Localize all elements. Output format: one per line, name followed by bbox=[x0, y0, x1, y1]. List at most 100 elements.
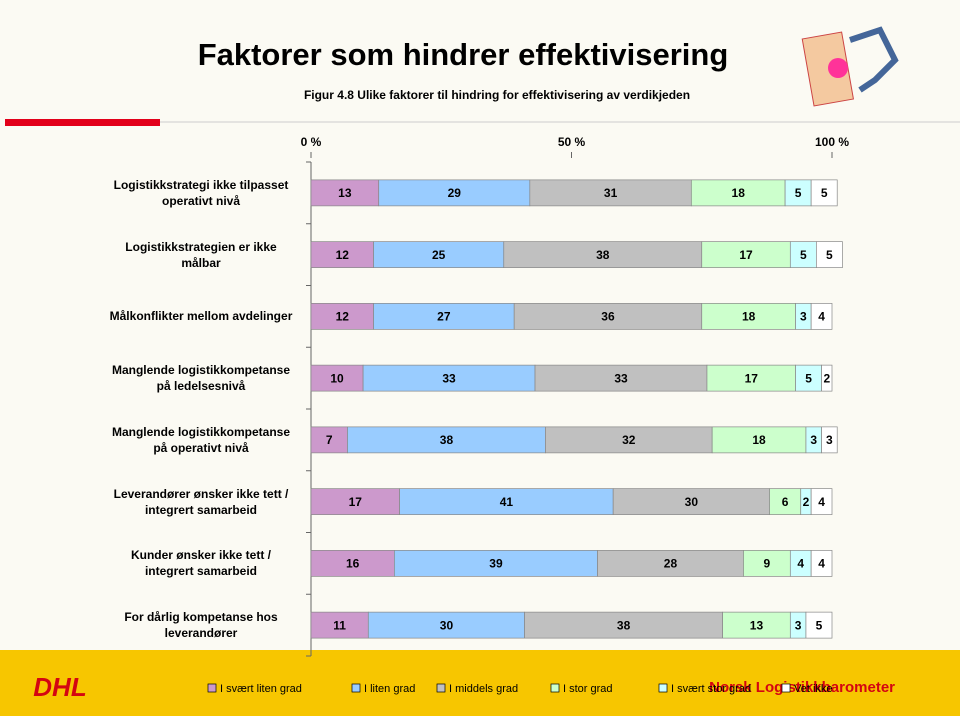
illustration bbox=[801, 26, 899, 107]
bar-segment bbox=[743, 550, 791, 577]
logo: DHL bbox=[33, 672, 86, 702]
legend-swatch bbox=[550, 683, 560, 693]
value-label: 29 bbox=[448, 186, 462, 200]
brand: Norsk Logistikkbarometer bbox=[709, 679, 895, 696]
value-label: 38 bbox=[617, 618, 631, 632]
bar-segment bbox=[310, 488, 400, 515]
footer-band bbox=[0, 650, 960, 716]
bar-segment bbox=[690, 179, 786, 207]
value-label: 6 bbox=[782, 495, 789, 509]
bar-segment bbox=[810, 488, 833, 515]
category-label: Manglende logistikkompetanse på ledelses… bbox=[111, 363, 291, 394]
legend-label: I svært stor grad bbox=[671, 683, 751, 695]
value-label: 4 bbox=[797, 557, 804, 571]
value-label: 5 bbox=[821, 186, 828, 200]
value-label: 5 bbox=[826, 248, 833, 262]
category-label: Kunder ønsker ikke tett / integrert sama… bbox=[130, 548, 272, 579]
value-label: 39 bbox=[489, 557, 503, 571]
legend-label: I svært liten grad bbox=[220, 683, 302, 695]
bar-segment bbox=[711, 426, 807, 454]
bar-segment bbox=[310, 241, 374, 268]
bar-segment bbox=[378, 179, 531, 207]
x-tick-label: 100 % bbox=[815, 135, 849, 149]
value-label: 11 bbox=[333, 618, 346, 632]
bar-segment bbox=[821, 364, 833, 392]
value-label: 13 bbox=[750, 618, 764, 632]
bar-segment bbox=[545, 426, 713, 454]
value-label: 41 bbox=[500, 495, 514, 509]
bar-segment bbox=[810, 303, 833, 330]
chart-subtitle: Figur 4.8 Ulike faktorer til hindring fo… bbox=[304, 88, 690, 102]
bar-segment bbox=[347, 426, 546, 454]
value-label: 33 bbox=[442, 371, 456, 385]
value-label: 3 bbox=[826, 433, 833, 447]
bar-segment bbox=[722, 611, 791, 639]
bar-segment bbox=[310, 179, 380, 207]
value-label: 4 bbox=[818, 557, 825, 571]
value-label: 25 bbox=[432, 248, 446, 262]
value-label: 3 bbox=[795, 618, 802, 632]
x-tick-label: 0 % bbox=[301, 135, 322, 149]
value-label: 13 bbox=[338, 186, 352, 200]
value-label: 38 bbox=[596, 248, 610, 262]
legend-label: Vet ikke bbox=[794, 683, 833, 695]
bar-segment bbox=[529, 179, 692, 207]
legend-swatch bbox=[658, 683, 668, 693]
legend-label: I stor grad bbox=[563, 683, 613, 695]
value-label: 2 bbox=[823, 371, 830, 385]
accent-bar bbox=[5, 119, 160, 126]
bar-segment bbox=[503, 241, 703, 268]
bar-segment bbox=[399, 488, 614, 515]
bar-segment bbox=[810, 179, 838, 207]
value-label: 5 bbox=[805, 371, 812, 385]
bar-segment bbox=[310, 611, 369, 639]
legend-label: I liten grad bbox=[364, 683, 415, 695]
category-label: Logistikkstrategien er ikke målbar bbox=[125, 239, 277, 270]
value-label: 18 bbox=[742, 310, 756, 324]
value-label: 9 bbox=[764, 557, 771, 571]
bar-segment bbox=[394, 550, 598, 577]
bar-segment bbox=[310, 364, 364, 392]
value-label: 27 bbox=[437, 310, 451, 324]
value-label: 3 bbox=[810, 433, 817, 447]
value-label: 5 bbox=[800, 248, 807, 262]
value-label: 18 bbox=[752, 433, 766, 447]
value-label: 4 bbox=[818, 495, 825, 509]
category-label: For dårlig kompetanse hos leverandører bbox=[124, 610, 278, 641]
category-label: Manglende logistikkompetanse på operativ… bbox=[111, 424, 291, 455]
value-label: 5 bbox=[795, 186, 802, 200]
bar-segment bbox=[701, 303, 796, 330]
bar-segment bbox=[701, 241, 791, 268]
x-tick-label: 50 % bbox=[558, 135, 586, 149]
legend-swatch bbox=[351, 683, 361, 693]
bar-segment bbox=[816, 241, 843, 268]
bar-segment bbox=[706, 364, 796, 392]
legend-swatch bbox=[207, 683, 217, 693]
legend-label: I middels grad bbox=[449, 683, 518, 695]
value-label: 33 bbox=[614, 371, 628, 385]
value-label: 17 bbox=[349, 495, 363, 509]
bar-segment bbox=[373, 241, 505, 268]
value-label: 38 bbox=[440, 433, 454, 447]
value-label: 10 bbox=[330, 371, 344, 385]
chart-title: Faktorer som hindrer effektivisering bbox=[198, 37, 729, 72]
bar-segment bbox=[821, 426, 838, 454]
bar-segment bbox=[805, 611, 833, 639]
value-label: 3 bbox=[800, 310, 807, 324]
value-label: 16 bbox=[346, 557, 360, 571]
value-label: 2 bbox=[803, 495, 810, 509]
value-label: 31 bbox=[604, 186, 618, 200]
value-label: 30 bbox=[440, 618, 454, 632]
bar-segment bbox=[524, 611, 723, 639]
value-label: 5 bbox=[816, 618, 823, 632]
bar-segment bbox=[310, 550, 395, 577]
value-label: 36 bbox=[601, 310, 615, 324]
bar-segment bbox=[534, 364, 708, 392]
value-label: 17 bbox=[739, 248, 753, 262]
bar-segment bbox=[784, 179, 812, 207]
bar-segment bbox=[597, 550, 744, 577]
legend-swatch bbox=[436, 683, 446, 693]
bar-segment bbox=[810, 550, 833, 577]
